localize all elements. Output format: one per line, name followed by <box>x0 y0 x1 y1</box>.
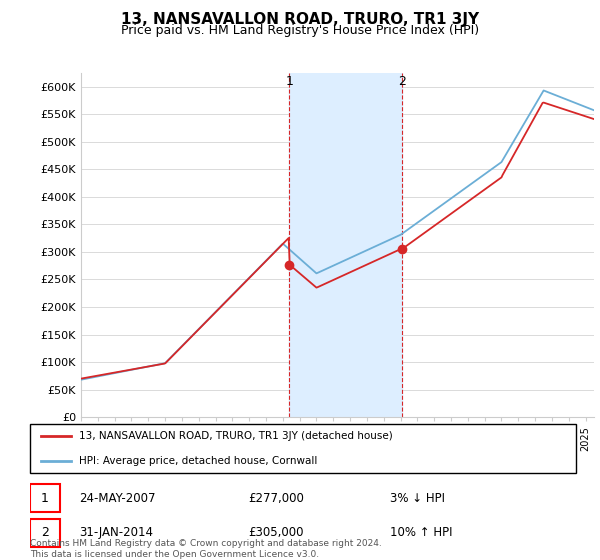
FancyBboxPatch shape <box>30 424 576 473</box>
Text: 3% ↓ HPI: 3% ↓ HPI <box>391 492 445 505</box>
Text: 1: 1 <box>41 492 49 505</box>
Text: Price paid vs. HM Land Registry's House Price Index (HPI): Price paid vs. HM Land Registry's House … <box>121 24 479 37</box>
Text: 13, NANSAVALLON ROAD, TRURO, TR1 3JY: 13, NANSAVALLON ROAD, TRURO, TR1 3JY <box>121 12 479 27</box>
FancyBboxPatch shape <box>30 484 60 512</box>
Text: 10% ↑ HPI: 10% ↑ HPI <box>391 526 453 539</box>
Text: 1: 1 <box>286 74 293 87</box>
Text: 2: 2 <box>41 526 49 539</box>
FancyBboxPatch shape <box>30 519 60 547</box>
Bar <box>289 73 402 417</box>
Text: 2: 2 <box>398 74 406 87</box>
Text: 24-MAY-2007: 24-MAY-2007 <box>79 492 155 505</box>
Text: 31-JAN-2014: 31-JAN-2014 <box>79 526 153 539</box>
Text: £277,000: £277,000 <box>248 492 304 505</box>
Text: £305,000: £305,000 <box>248 526 304 539</box>
Text: Contains HM Land Registry data © Crown copyright and database right 2024.
This d: Contains HM Land Registry data © Crown c… <box>30 539 382 559</box>
Text: HPI: Average price, detached house, Cornwall: HPI: Average price, detached house, Corn… <box>79 456 317 466</box>
Text: 13, NANSAVALLON ROAD, TRURO, TR1 3JY (detached house): 13, NANSAVALLON ROAD, TRURO, TR1 3JY (de… <box>79 431 393 441</box>
